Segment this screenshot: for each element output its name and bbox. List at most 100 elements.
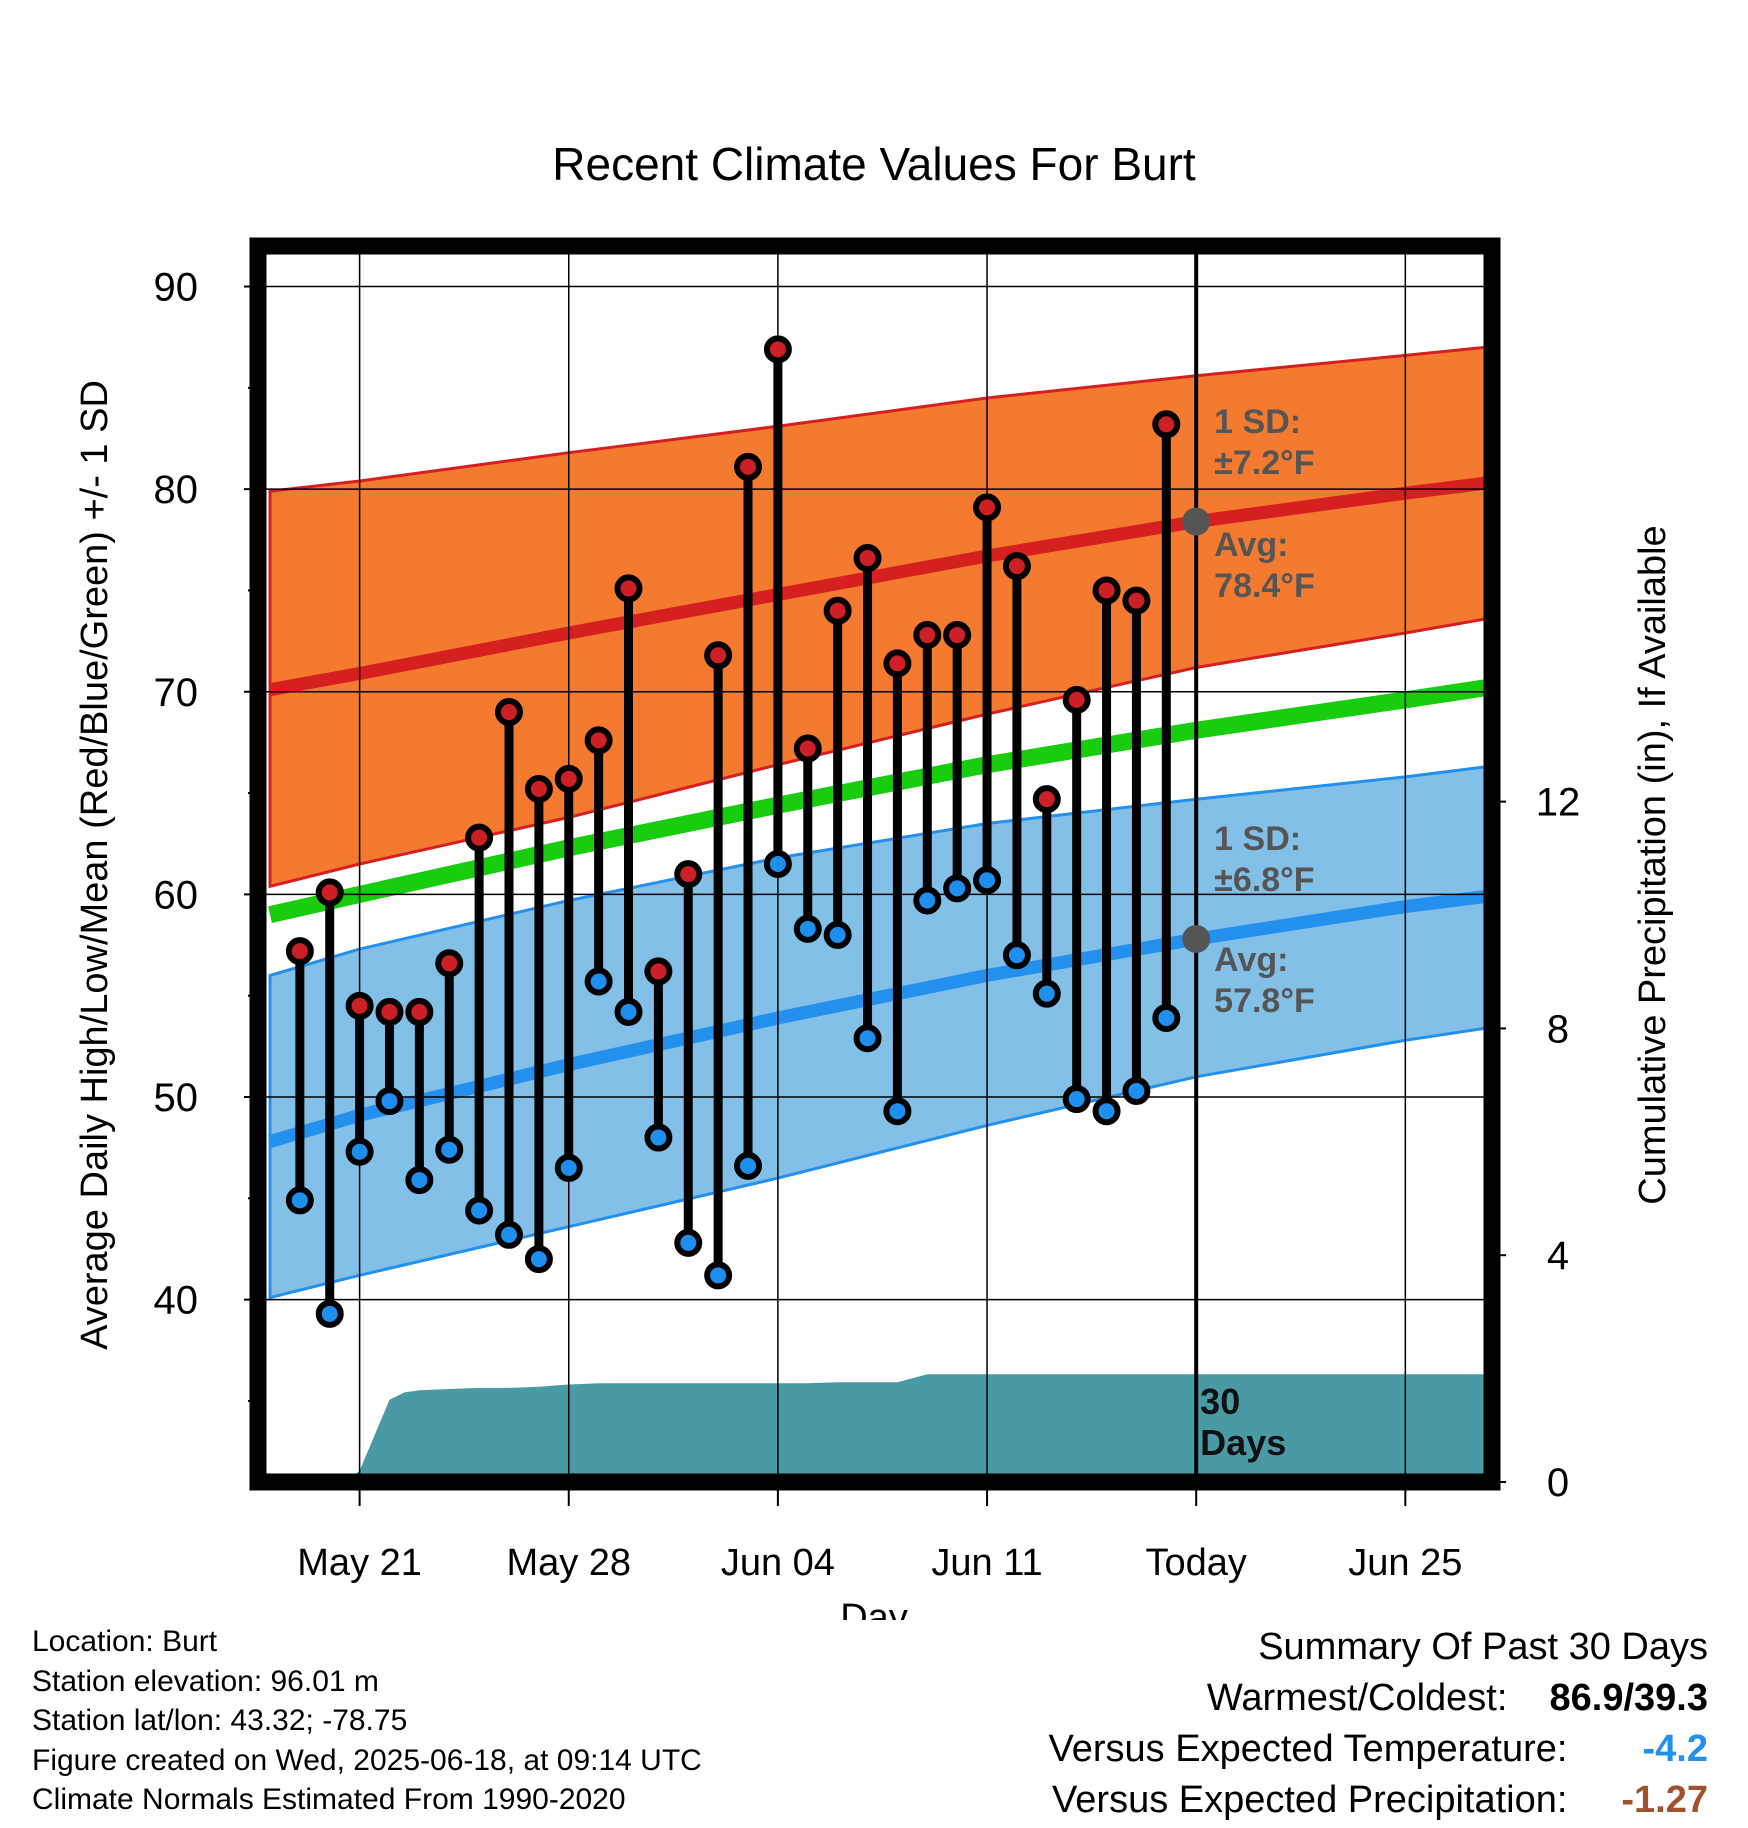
high-marker <box>614 574 643 603</box>
low-marker <box>405 1166 434 1195</box>
high-marker <box>644 957 673 986</box>
low-marker <box>644 1123 673 1152</box>
warmest-coldest-value: 86.9/39.3 <box>1549 1677 1708 1719</box>
annotation-high-avg-value: 78.4°F <box>1214 567 1315 605</box>
high-sd-band <box>268 345 1486 889</box>
today-low-avg-marker <box>1182 924 1211 953</box>
y2-tick-label: 4 <box>1547 1234 1569 1278</box>
y-tick-label: 50 <box>154 1076 199 1120</box>
low-marker <box>435 1135 464 1164</box>
high-marker <box>793 734 822 763</box>
annotation-high-sd-value: ±7.2°F <box>1214 444 1314 482</box>
low-marker <box>524 1245 553 1274</box>
low-marker <box>1092 1097 1121 1126</box>
low-marker <box>704 1261 733 1290</box>
climate-normals-source: Climate Normals Estimated From 1990-2020 <box>32 1783 626 1816</box>
high-marker <box>494 698 523 727</box>
low-marker <box>913 886 942 915</box>
low-marker <box>494 1220 523 1249</box>
high-marker <box>1032 785 1061 814</box>
high-marker <box>554 764 583 793</box>
warmest-coldest-label: Warmest/Coldest: <box>1206 1677 1508 1719</box>
y-axis-label: Average Daily High/Low/Mean (Red/Blue/Gr… <box>74 380 116 1350</box>
station-latlon: Station lat/lon: 43.32; -78.75 <box>32 1704 408 1737</box>
high-marker <box>1122 586 1151 615</box>
high-marker <box>853 544 882 573</box>
low-marker <box>1032 979 1061 1008</box>
high-marker <box>524 775 553 804</box>
low-marker <box>674 1228 703 1257</box>
y-tick-label: 70 <box>154 671 199 715</box>
x-tick-label: Today <box>1145 1542 1246 1584</box>
low-marker <box>345 1137 374 1166</box>
x-tick-label: Jun 25 <box>1348 1542 1462 1584</box>
summary-heading: Summary Of Past 30 Days <box>1258 1626 1708 1668</box>
figure-created: Figure created on Wed, 2025-06-18, at 09… <box>32 1743 702 1777</box>
y2-tick-label: 0 <box>1547 1461 1569 1505</box>
low-marker <box>1002 941 1031 970</box>
high-marker <box>913 621 942 650</box>
annotation-low-sd-title: 1 SD: <box>1214 820 1301 858</box>
high-marker <box>1092 576 1121 605</box>
low-marker <box>315 1299 344 1328</box>
temp-departure-value: -4.2 <box>1642 1728 1708 1770</box>
annotation-low-sd-value: ±6.8°F <box>1214 861 1314 899</box>
high-marker <box>704 641 733 670</box>
station-elevation: Station elevation: 96.01 m <box>32 1664 379 1698</box>
high-marker <box>734 452 763 481</box>
high-marker <box>1062 685 1091 714</box>
high-marker <box>345 991 374 1020</box>
today-high-avg-marker <box>1182 507 1211 536</box>
high-marker <box>315 878 344 907</box>
high-marker <box>943 621 972 650</box>
x-tick-label: May 21 <box>297 1542 422 1584</box>
annotation-window-count: 30 <box>1200 1381 1240 1422</box>
x-tick-label: Jun 11 <box>931 1542 1042 1584</box>
high-marker <box>763 335 792 364</box>
high-avg-line <box>268 476 1486 697</box>
low-marker <box>853 1024 882 1053</box>
annotation-high-sd-title: 1 SD: <box>1214 403 1301 441</box>
annotation-high-avg-title: Avg: <box>1214 526 1288 564</box>
high-marker <box>674 860 703 889</box>
low-marker <box>614 997 643 1026</box>
mean-avg-line <box>268 679 1486 923</box>
y2-tick-label: 8 <box>1547 1007 1569 1051</box>
temp-departure-label: Versus Expected Temperature: <box>1048 1728 1568 1770</box>
high-marker <box>823 596 852 625</box>
plot-frame <box>249 237 1501 1491</box>
low-marker <box>1122 1076 1151 1105</box>
low-marker <box>1152 1003 1181 1032</box>
station-location: Location: Burt <box>32 1625 218 1658</box>
y-tick-label: 60 <box>154 873 199 917</box>
low-marker <box>973 866 1002 895</box>
station-info: Location: Burt Station elevation: 96.01 … <box>32 1622 702 1820</box>
low-marker <box>554 1153 583 1182</box>
y-tick-label: 80 <box>154 468 199 512</box>
high-marker <box>405 997 434 1026</box>
low-marker <box>584 967 613 996</box>
y-tick-label: 40 <box>154 1279 199 1323</box>
low-marker <box>763 850 792 878</box>
x-tick-label: May 28 <box>506 1542 631 1584</box>
annotation-window-unit: Days <box>1200 1422 1286 1463</box>
high-marker <box>285 937 314 966</box>
x-axis-label: Day <box>840 1597 908 1620</box>
low-marker <box>793 914 822 943</box>
precip-departure-label: Versus Expected Precipitation: <box>1052 1779 1568 1821</box>
y2-tick-label: 12 <box>1536 781 1581 825</box>
precip-departure-value: -1.27 <box>1621 1779 1708 1821</box>
low-marker <box>883 1097 912 1126</box>
low-marker <box>943 874 972 903</box>
precip-area <box>344 1374 1486 1482</box>
low-marker <box>375 1087 404 1116</box>
high-marker <box>1002 552 1031 581</box>
high-marker <box>883 649 912 678</box>
annotation-low-avg-value: 57.8°F <box>1214 982 1315 1020</box>
plot-area: 40 50 60 70 80 90 0 4 8 12 May 21 May 28 Jun 04 Jun 1… <box>154 237 1581 1584</box>
x-tick-label: Jun 04 <box>721 1542 835 1584</box>
plot-inner <box>264 246 1486 1482</box>
annotation-low-avg-title: Avg: <box>1214 941 1288 979</box>
high-marker <box>375 997 404 1026</box>
high-marker <box>465 823 494 852</box>
